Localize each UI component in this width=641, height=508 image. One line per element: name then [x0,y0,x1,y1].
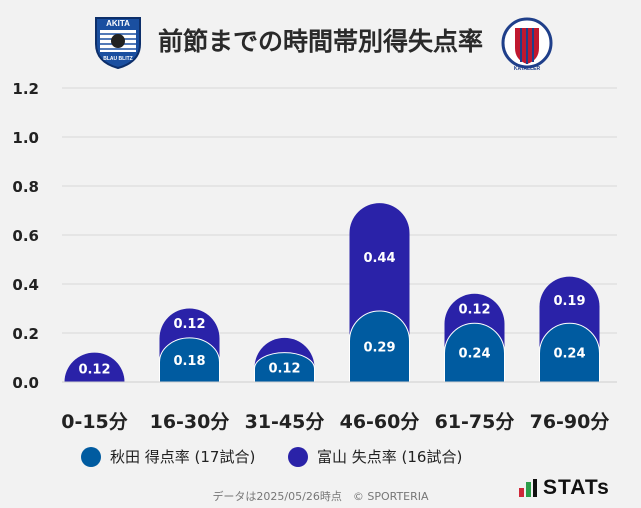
footer-credit: データは2025/05/26時点 © SPORTERIA [212,490,429,503]
toyama-logo-text: KATALLER [514,66,541,72]
legend-item-toyama: 富山 失点率 (16試合) [288,446,462,467]
data-label-toyama-5: 0.19 [553,294,585,309]
bar-akita-1 [159,337,220,383]
legend-swatch-akita [81,446,101,467]
y-tick-label: 0.6 [12,227,39,245]
bar-akita-5 [539,322,600,383]
legend-label-akita: 秋田 得点率 (17試合) [110,448,256,466]
data-label-akita-1: 0.18 [173,354,205,369]
akita-logo-text: AKITA [106,19,130,28]
stats-brand: STATs [518,476,610,500]
data-label-toyama-1: 0.12 [173,317,205,332]
data-label-akita-5: 0.24 [553,347,585,362]
x-category-label: 0-15分 [61,411,128,433]
bar-toyama-0 [64,352,125,382]
akita-logo-subtext: BLAU BLITZ [103,56,132,62]
data-label-akita-3: 0.29 [363,340,395,355]
stats-brand-text: STATs [543,476,610,499]
stats-brand-icon [519,479,537,497]
bar-akita-2 [254,352,315,383]
bar-chart: 0.0 0.2 0.4 0.6 0.8 1.0 1.2 0.12 0-15分 0.12 0.18 16… [12,80,617,433]
legend-item-akita: 秋田 得点率 (17試合) [81,446,255,467]
x-category-label: 76-90分 [530,411,610,433]
data-label-toyama-4: 0.12 [458,303,490,318]
y-tick-label: 0.8 [12,178,39,196]
y-tick-label: 0.4 [12,276,39,294]
data-label-akita-4: 0.24 [458,347,490,362]
x-category-label: 46-60分 [340,411,420,433]
y-tick-label: 1.2 [12,80,39,98]
legend-swatch-toyama [288,446,308,467]
y-tick-label: 0.2 [12,325,39,343]
x-category-label: 31-45分 [245,411,325,433]
data-label-toyama-0: 0.12 [78,362,110,377]
legend-label-toyama: 富山 失点率 (16試合) [317,448,463,466]
x-category-label: 16-30分 [150,411,230,433]
x-category-label: 61-75分 [435,411,515,433]
chart-title: 前節までの時間帯別得失点率 [157,27,483,56]
data-label-toyama-3: 0.44 [363,251,395,266]
bar-akita-4 [444,322,505,383]
toyama-logo: KATALLER [499,14,555,76]
y-tick-label: 1.0 [12,129,39,147]
y-tick-label: 0.0 [12,374,39,392]
bar-akita-3 [349,310,410,383]
data-label-akita-2: 0.12 [268,361,300,376]
akita-logo: AKITA BLAU BLITZ [92,14,144,74]
